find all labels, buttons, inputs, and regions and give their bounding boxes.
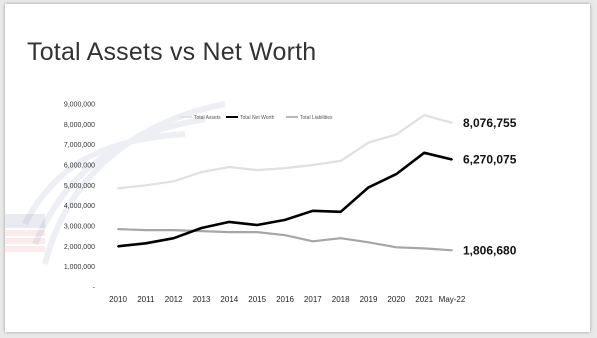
data-point bbox=[172, 229, 175, 231]
data-point bbox=[228, 166, 231, 168]
data-point bbox=[395, 246, 398, 249]
data-point bbox=[311, 209, 314, 212]
y-tick-label: 2,000,000 bbox=[64, 244, 95, 251]
data-point bbox=[117, 187, 119, 190]
y-tick-label: 8,000,000 bbox=[64, 122, 95, 129]
x-tick-label: 2021 bbox=[415, 295, 433, 304]
data-point bbox=[284, 167, 286, 169]
data-point bbox=[451, 121, 453, 124]
x-tick-label: 2016 bbox=[276, 295, 294, 304]
legend-entry: Total Assets bbox=[194, 115, 221, 121]
x-tick-label: 2014 bbox=[220, 295, 238, 304]
series-lines bbox=[117, 114, 453, 252]
data-point bbox=[117, 245, 119, 248]
data-point bbox=[256, 224, 259, 226]
y-tick-label: 6,000,000 bbox=[64, 163, 95, 170]
data-point bbox=[172, 237, 175, 240]
data-point bbox=[311, 164, 314, 166]
data-point bbox=[339, 160, 342, 162]
x-tick-label: May-22 bbox=[439, 295, 466, 304]
data-point bbox=[423, 247, 426, 250]
data-point bbox=[367, 141, 370, 144]
slide: Total Assets vs Net Worth - 1,000,000 2,00… bbox=[5, 4, 590, 332]
y-tick-label: 9,000,000 bbox=[64, 102, 95, 109]
x-tick-label: 2018 bbox=[332, 295, 350, 304]
data-point bbox=[228, 221, 231, 223]
chart-legend: Total Assets Total Net Worth Total Liabili… bbox=[180, 115, 333, 121]
legend-entry: Total Liabilities bbox=[300, 115, 333, 121]
y-tick-label: 5,000,000 bbox=[64, 183, 95, 190]
y-tick-label: 4,000,000 bbox=[64, 203, 95, 210]
y-axis: - 1,000,000 2,000,000 3,000,000 4,000,000 5,0… bbox=[64, 102, 96, 292]
data-point bbox=[228, 231, 231, 234]
x-tick-label: 2012 bbox=[165, 295, 183, 304]
y-tick-label: - bbox=[93, 285, 96, 292]
data-point bbox=[256, 169, 259, 171]
x-tick-label: 2011 bbox=[137, 295, 155, 304]
x-axis: 2010 2011 2012 2013 2014 2015 2016 2017 2018 2019… bbox=[109, 295, 466, 304]
legend-entry: Total Net Worth bbox=[240, 115, 275, 121]
data-point bbox=[367, 186, 370, 189]
slide-title: Total Assets vs Net Worth bbox=[27, 38, 317, 66]
data-point bbox=[200, 227, 203, 229]
end-value-label: 6,270,075 bbox=[463, 153, 517, 167]
data-point bbox=[144, 229, 147, 231]
series-line-total-net-worth bbox=[117, 151, 453, 248]
data-point bbox=[423, 114, 426, 117]
x-tick-label: 2019 bbox=[360, 295, 378, 304]
data-point bbox=[256, 231, 259, 234]
data-point bbox=[395, 173, 398, 176]
data-point bbox=[311, 240, 314, 243]
data-point bbox=[200, 171, 203, 174]
data-point bbox=[395, 133, 398, 136]
data-point bbox=[284, 219, 286, 221]
y-tick-label: 3,000,000 bbox=[64, 224, 95, 231]
data-point bbox=[172, 180, 175, 183]
series-line-total-assets bbox=[117, 114, 453, 190]
data-point bbox=[144, 242, 147, 245]
end-value-label: 8,076,755 bbox=[463, 116, 517, 130]
y-tick-label: 1,000,000 bbox=[64, 264, 95, 271]
x-tick-label: 2020 bbox=[387, 295, 405, 304]
data-point bbox=[144, 184, 147, 187]
data-point bbox=[451, 158, 453, 161]
flag-seal-watermark bbox=[5, 101, 226, 265]
x-tick-label: 2013 bbox=[193, 295, 211, 304]
data-point bbox=[284, 234, 286, 237]
data-point bbox=[339, 237, 342, 240]
data-point bbox=[423, 151, 426, 154]
data-point bbox=[451, 249, 453, 252]
x-tick-label: 2017 bbox=[304, 295, 322, 304]
y-tick-label: 7,000,000 bbox=[64, 142, 95, 149]
data-point bbox=[367, 241, 370, 244]
x-tick-label: 2010 bbox=[109, 295, 127, 304]
data-point bbox=[200, 230, 203, 232]
data-point bbox=[117, 228, 119, 230]
x-tick-label: 2015 bbox=[248, 295, 266, 304]
end-labels: 8,076,755 6,270,075 1,806,680 bbox=[463, 116, 517, 257]
data-point bbox=[339, 210, 342, 213]
line-chart: - 1,000,000 2,000,000 3,000,000 4,000,000 5,0… bbox=[64, 102, 517, 305]
end-value-label: 1,806,680 bbox=[463, 243, 517, 257]
